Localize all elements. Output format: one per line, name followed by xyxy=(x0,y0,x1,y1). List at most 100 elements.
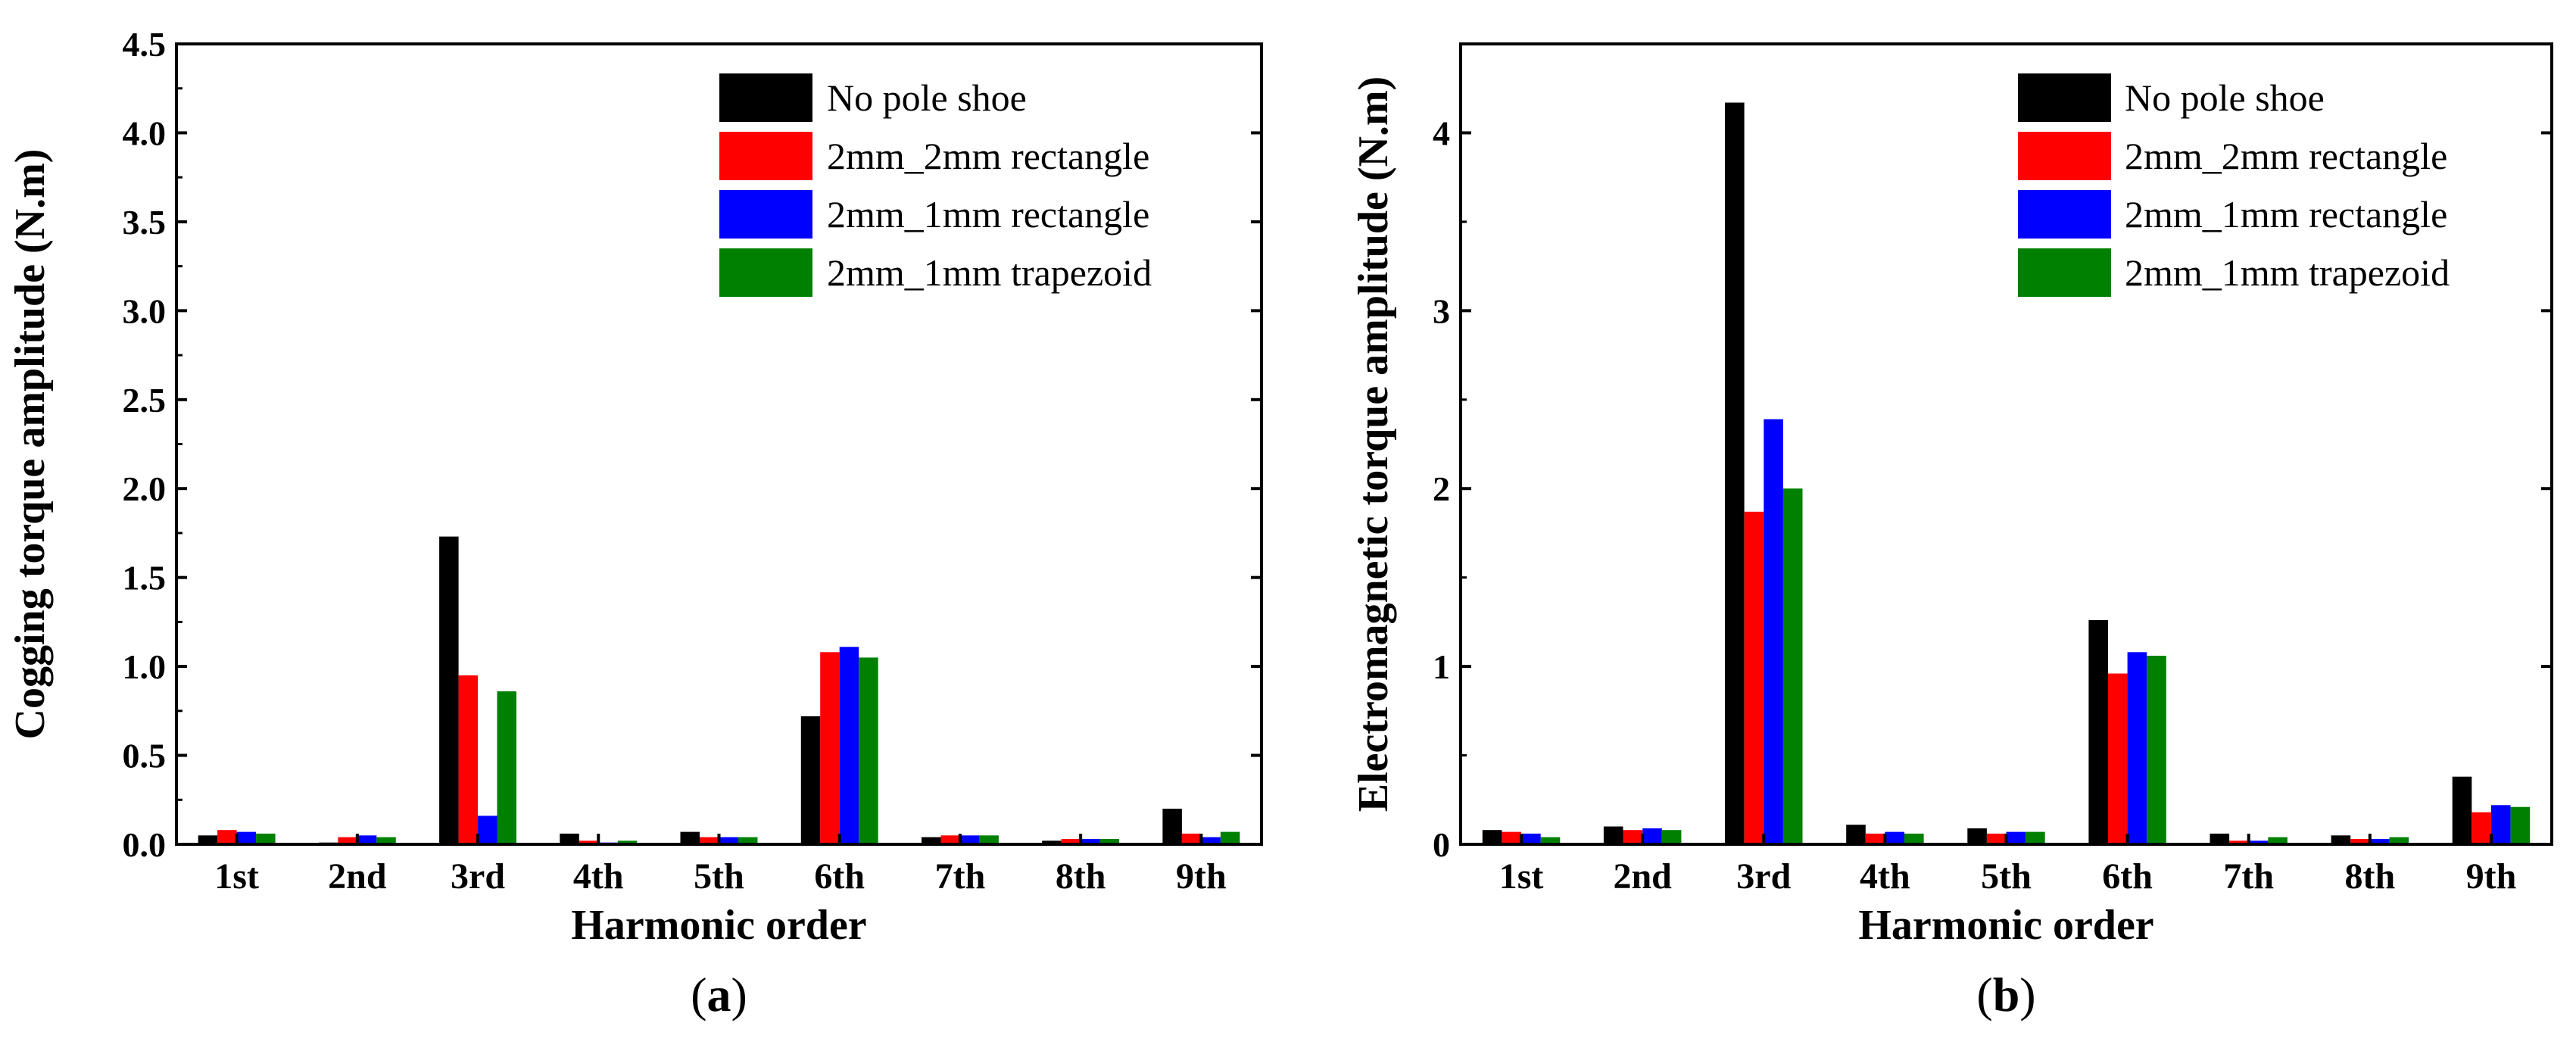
legend-label-2mm-1mm-trapezoid: 2mm_1mm trapezoid xyxy=(827,251,1152,294)
legend-label-2mm-1mm-trapezoid: 2mm_1mm trapezoid xyxy=(2125,251,2450,294)
x-tick-label-9th: 9th xyxy=(2466,856,2517,897)
bar-2mm-1mm-trapezoid-8th xyxy=(1099,839,1120,844)
bar-2mm-1mm-trapezoid-7th xyxy=(2268,837,2288,844)
bar-2mm-2mm-rectangle-6th xyxy=(820,652,840,844)
panel-label-close: ) xyxy=(731,968,747,1021)
x-axis-title: Harmonic order xyxy=(571,902,866,949)
bar-2mm-2mm-rectangle-1st xyxy=(217,830,237,844)
bar-2mm-1mm-rectangle-3rd xyxy=(1764,419,1783,844)
x-tick-label-3rd: 3rd xyxy=(1736,856,1791,897)
bar-no-pole-shoe-8th xyxy=(1042,840,1062,844)
y-tick-label: 0.0 xyxy=(123,825,167,864)
bar-2mm-1mm-trapezoid-1st xyxy=(256,833,276,844)
bar-2mm-1mm-trapezoid-5th xyxy=(738,837,758,844)
bar-2mm-1mm-rectangle-9th xyxy=(2490,805,2511,844)
x-tick-label-7th: 7th xyxy=(935,856,986,897)
bar-no-pole-shoe-1st xyxy=(1482,830,1502,844)
bar-2mm-2mm-rectangle-3rd xyxy=(1744,511,1764,844)
bar-2mm-1mm-rectangle-8th xyxy=(1081,839,1100,844)
x-tick-label-9th: 9th xyxy=(1176,856,1227,897)
bars xyxy=(198,536,1240,844)
panel-label-close: ) xyxy=(2019,968,2035,1021)
legend: No pole shoe 2mm_2mm rectangle 2mm_1mm rec… xyxy=(2018,73,2450,297)
y-tick-label: 1 xyxy=(1433,647,1450,686)
y-tick-label: 4.5 xyxy=(123,25,167,64)
panel-label-open: ( xyxy=(1976,968,1992,1021)
x-axis: 1st 2nd 3rd 4th 5th 6th 7th 8th 9th xyxy=(214,834,1227,897)
bar-2mm-1mm-rectangle-3rd xyxy=(478,816,497,844)
chart-b: 0 1 2 3 4 1st 2nd 3rd 4th 5th 6th 7th 8th 9th Harmonic… xyxy=(1350,42,2553,1021)
legend-label-no-pole-shoe: No pole shoe xyxy=(827,76,1027,119)
bar-2mm-2mm-rectangle-7th xyxy=(940,835,960,844)
legend-swatch-2mm-2mm-rectangle xyxy=(719,132,812,180)
bar-2mm-1mm-rectangle-1st xyxy=(1521,833,1541,844)
y-tick-label: 4.0 xyxy=(123,114,167,152)
y-axis: 0 1 2 3 4 xyxy=(1433,114,2552,864)
bar-2mm-1mm-trapezoid-1st xyxy=(1540,837,1561,844)
bar-2mm-1mm-trapezoid-8th xyxy=(2389,837,2409,844)
bar-2mm-1mm-trapezoid-7th xyxy=(979,835,999,844)
legend-swatch-2mm-1mm-trapezoid xyxy=(719,248,812,297)
x-tick-label-5th: 5th xyxy=(1981,856,2032,897)
legend-label-2mm-2mm-rectangle: 2mm_2mm rectangle xyxy=(827,135,1149,177)
bar-no-pole-shoe-8th xyxy=(2331,835,2351,844)
bar-2mm-1mm-trapezoid-9th xyxy=(2510,806,2531,844)
legend-label-2mm-1mm-rectangle: 2mm_1mm rectangle xyxy=(827,193,1149,235)
bar-2mm-2mm-rectangle-9th xyxy=(1181,833,1202,844)
bar-no-pole-shoe-7th xyxy=(922,837,941,844)
y-tick-label: 0.5 xyxy=(123,737,167,775)
x-tick-label-2nd: 2nd xyxy=(1613,856,1672,897)
bar-no-pole-shoe-3rd xyxy=(439,536,459,844)
bar-2mm-2mm-rectangle-3rd xyxy=(458,675,479,844)
x-tick-label-4th: 4th xyxy=(1860,856,1910,897)
legend-label-2mm-2mm-rectangle: 2mm_2mm rectangle xyxy=(2125,135,2447,177)
x-tick-label-2nd: 2nd xyxy=(328,856,387,897)
bar-2mm-1mm-trapezoid-3rd xyxy=(1782,488,1803,844)
y-tick-label: 3 xyxy=(1433,292,1450,330)
y-tick-label: 2 xyxy=(1433,469,1450,508)
bar-no-pole-shoe-5th xyxy=(680,831,700,844)
bar-2mm-1mm-rectangle-8th xyxy=(2369,839,2390,844)
panel-label: (b) xyxy=(1976,968,2035,1021)
y-axis: 0.0 0.5 1.0 1.5 2.0 2.5 3.0 3.5 4.0 4.5 xyxy=(123,25,1261,864)
bar-2mm-2mm-rectangle-2nd xyxy=(338,837,357,844)
bar-2mm-1mm-trapezoid-9th xyxy=(1220,831,1240,844)
x-tick-label-5th: 5th xyxy=(694,856,744,897)
bar-no-pole-shoe-3rd xyxy=(1725,102,1745,844)
x-tick-label-1st: 1st xyxy=(1499,856,1544,897)
bar-no-pole-shoe-2nd xyxy=(1603,826,1623,844)
x-tick-label-4th: 4th xyxy=(573,856,624,897)
legend-swatch-2mm-1mm-trapezoid xyxy=(2018,248,2111,297)
bar-2mm-1mm-trapezoid-5th xyxy=(2026,831,2045,844)
y-tick-label: 4 xyxy=(1433,114,1450,152)
x-tick-label-8th: 8th xyxy=(2344,856,2395,897)
bar-2mm-1mm-rectangle-2nd xyxy=(357,835,377,844)
bars xyxy=(1482,102,2531,844)
legend-swatch-2mm-2mm-rectangle xyxy=(2018,132,2111,180)
bar-2mm-1mm-rectangle-6th xyxy=(2127,652,2147,844)
y-tick-label: 3.5 xyxy=(123,203,167,242)
bar-2mm-1mm-trapezoid-4th xyxy=(617,840,638,844)
bar-2mm-2mm-rectangle-9th xyxy=(2472,812,2491,844)
bar-2mm-1mm-rectangle-7th xyxy=(2248,840,2269,844)
bar-2mm-2mm-rectangle-6th xyxy=(2108,673,2128,844)
bar-2mm-1mm-trapezoid-6th xyxy=(2147,656,2166,844)
x-tick-label-6th: 6th xyxy=(2102,856,2153,897)
y-tick-label: 2.0 xyxy=(123,469,167,508)
bar-no-pole-shoe-7th xyxy=(2210,833,2230,844)
bar-2mm-2mm-rectangle-8th xyxy=(1061,839,1081,844)
x-tick-label-3rd: 3rd xyxy=(451,856,505,897)
bar-2mm-1mm-rectangle-1st xyxy=(236,831,257,844)
bar-2mm-2mm-rectangle-4th xyxy=(579,840,599,844)
panel-label-letter: b xyxy=(1993,968,2020,1021)
bar-no-pole-shoe-5th xyxy=(1967,828,1987,844)
bar-no-pole-shoe-6th xyxy=(2088,620,2108,844)
bar-2mm-1mm-rectangle-5th xyxy=(719,837,738,844)
legend-swatch-no-pole-shoe xyxy=(2018,73,2111,122)
y-axis-title: Cogging torque amplitude (N.m) xyxy=(7,149,54,740)
bar-2mm-2mm-rectangle-7th xyxy=(2229,840,2249,844)
panel-label-open: ( xyxy=(691,968,706,1021)
y-tick-label: 0 xyxy=(1433,825,1450,864)
y-tick-label: 2.5 xyxy=(123,381,167,419)
